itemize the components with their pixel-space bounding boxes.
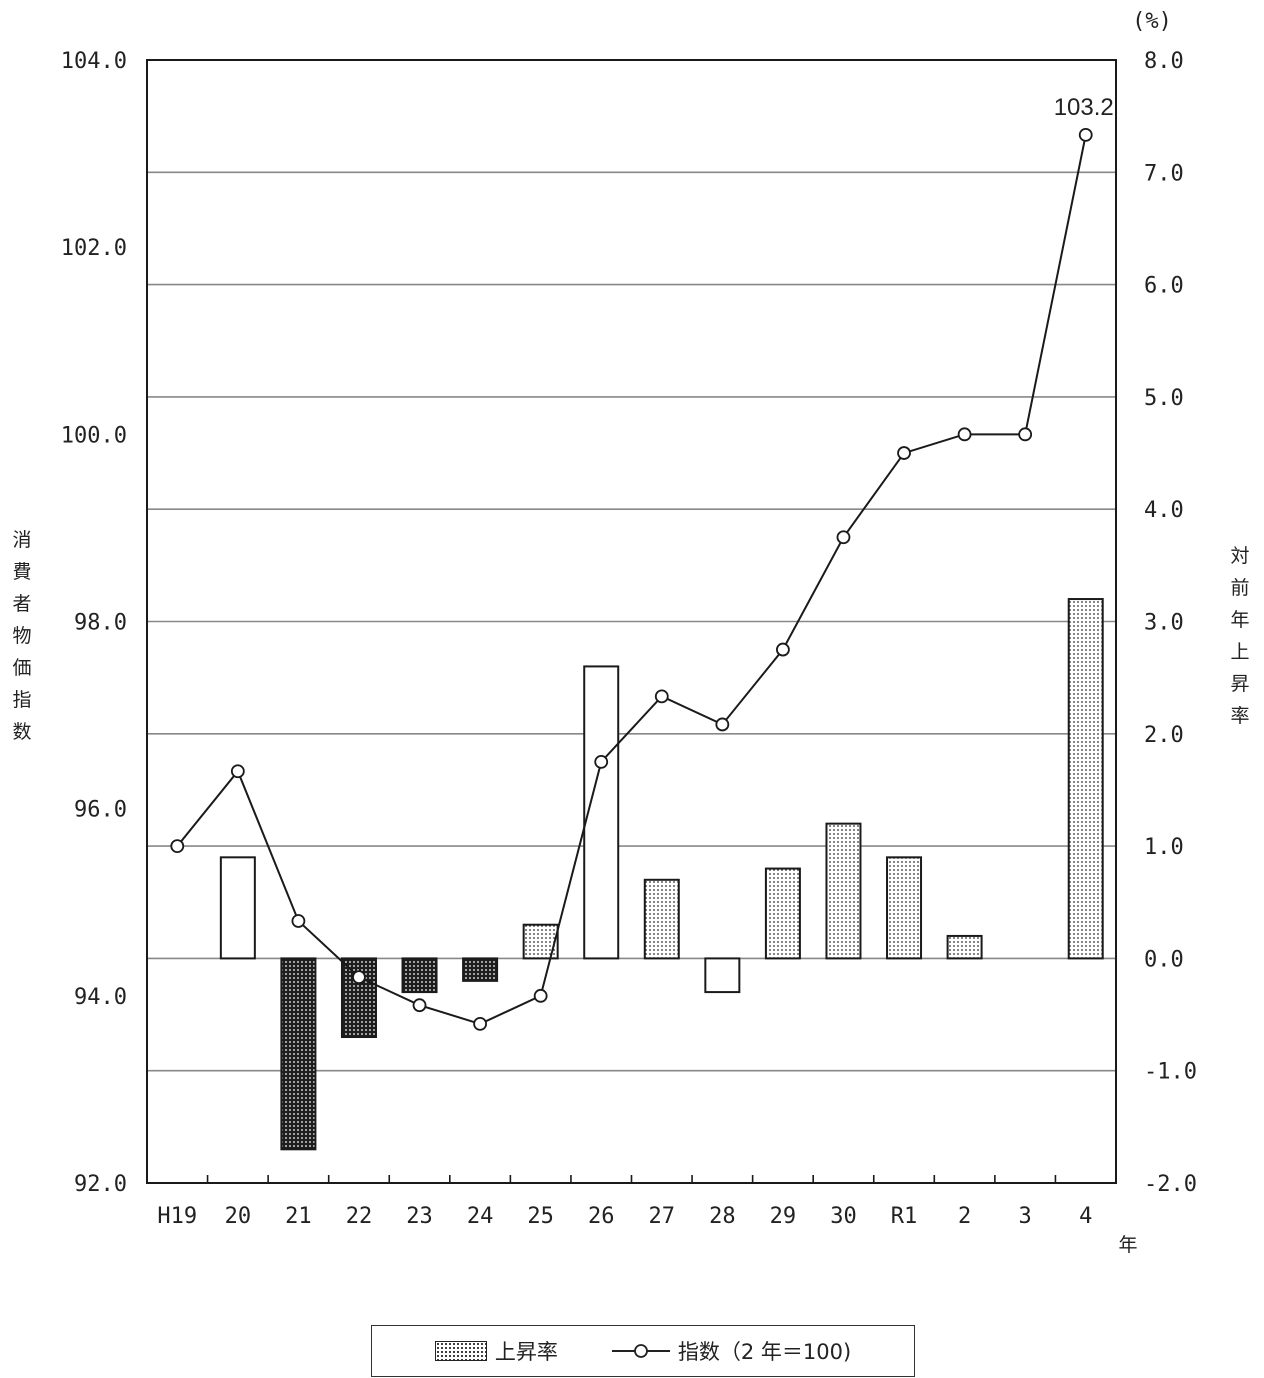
right-tick-label: 5.0 xyxy=(1144,386,1184,411)
right-axis-title-char: 昇 xyxy=(1230,673,1249,695)
x-tick-label: 29 xyxy=(770,1204,797,1229)
line-point xyxy=(291,914,306,928)
left-axis-title-char: 指 xyxy=(12,689,31,711)
right-tick-label: 7.0 xyxy=(1144,161,1184,186)
line-point xyxy=(957,427,972,442)
left-axis-title-char: 価 xyxy=(12,657,31,679)
left-axis-title-char: 数 xyxy=(12,721,31,743)
legend-label-rate: 上昇率 xyxy=(494,1340,558,1364)
legend-label-index: 指数（2 年＝100) xyxy=(677,1340,852,1364)
right-tick-label: 4.0 xyxy=(1144,498,1184,523)
right-axis-unit: (%) xyxy=(1132,9,1172,34)
right-tick-label: 0.0 xyxy=(1144,947,1184,972)
bar xyxy=(886,856,923,960)
right-axis-title-char: 対 xyxy=(1230,545,1249,567)
right-tick-label: 1.0 xyxy=(1144,835,1184,860)
x-tick-label: 20 xyxy=(225,1204,252,1229)
axes xyxy=(146,59,1117,1184)
line-point xyxy=(897,446,911,460)
left-axis-title-char: 消 xyxy=(12,529,31,551)
bar xyxy=(946,934,983,960)
line-point xyxy=(412,998,427,1013)
x-tick-label: 28 xyxy=(709,1204,736,1229)
left-tick-label: 104.0 xyxy=(61,49,127,74)
left-tick-label: 92.0 xyxy=(74,1172,127,1197)
line-point xyxy=(1078,127,1093,142)
x-tick-label: H19 xyxy=(157,1204,197,1229)
combo-chart: 103.2 92.0 94.0 96.0 98.0 100.0 102.0 104.0 -2.0… xyxy=(12,9,1249,1256)
x-tick-label: 3 xyxy=(1019,1204,1032,1229)
left-tick-label: 94.0 xyxy=(74,985,127,1010)
x-tick-label: 21 xyxy=(285,1204,312,1229)
right-tick-label: 2.0 xyxy=(1144,723,1184,748)
x-tick-label: 22 xyxy=(346,1204,373,1229)
left-tick-label: 96.0 xyxy=(74,798,127,823)
bar xyxy=(583,665,620,960)
right-axis-title-char: 率 xyxy=(1230,705,1249,727)
line-point xyxy=(836,530,851,545)
bar-series xyxy=(219,598,1104,1151)
bar xyxy=(280,957,317,1151)
legend-item-rate: 上昇率 xyxy=(434,1336,558,1366)
bar xyxy=(1067,598,1104,960)
x-tick-label: 23 xyxy=(406,1204,433,1229)
right-axis-title-char: 上 xyxy=(1230,641,1249,663)
line-point xyxy=(473,1017,487,1031)
legend: 上昇率 指数（2 年＝100) xyxy=(371,1325,915,1377)
line-point xyxy=(533,988,548,1003)
line-point xyxy=(715,717,730,732)
line-marker-swatch-icon xyxy=(611,1344,670,1358)
bar xyxy=(704,957,741,994)
bar xyxy=(401,957,438,994)
right-tick-label: 3.0 xyxy=(1144,611,1184,636)
axis-labels: 103.2 92.0 94.0 96.0 98.0 100.0 102.0 104.0 -2.0… xyxy=(12,9,1249,1256)
line-point xyxy=(230,764,245,779)
right-tick-label: 8.0 xyxy=(1144,49,1184,74)
x-tick-label: 30 xyxy=(830,1204,857,1229)
line-point xyxy=(1018,427,1033,442)
data-label: 103.2 xyxy=(1054,94,1114,121)
bar xyxy=(825,822,862,960)
left-axis-title-char: 物 xyxy=(12,625,31,647)
bar xyxy=(764,867,801,960)
right-tick-label: -1.0 xyxy=(1144,1060,1197,1085)
bar xyxy=(219,856,256,960)
left-tick-label: 102.0 xyxy=(61,236,127,261)
left-axis-title-char: 者 xyxy=(12,593,31,615)
line-point xyxy=(170,839,185,853)
bar xyxy=(643,878,680,960)
right-tick-label: -2.0 xyxy=(1144,1172,1197,1197)
legend-item-index: 指数（2 年＝100) xyxy=(611,1336,852,1366)
x-tick-label: R1 xyxy=(891,1204,918,1229)
bar xyxy=(340,957,377,1039)
left-axis-title-char: 費 xyxy=(12,561,31,583)
x-tick-label: 25 xyxy=(527,1204,554,1229)
x-tick-label: 27 xyxy=(649,1204,676,1229)
x-tick-label: 4 xyxy=(1079,1204,1092,1229)
right-axis-title-char: 前 xyxy=(1230,577,1249,599)
line-point xyxy=(654,689,669,704)
line-point xyxy=(352,970,366,985)
line-point xyxy=(776,642,790,657)
dotted-bar-swatch-icon xyxy=(434,1341,487,1361)
right-axis-title-char: 年 xyxy=(1230,609,1249,631)
right-tick-label: 6.0 xyxy=(1144,274,1184,299)
x-axis-unit-label: 年 xyxy=(1118,1234,1137,1256)
x-tick-label: 24 xyxy=(467,1204,494,1229)
left-tick-label: 98.0 xyxy=(74,611,127,636)
line-series xyxy=(170,127,1093,1031)
line-point xyxy=(594,754,609,769)
bar xyxy=(462,957,499,982)
left-tick-label: 100.0 xyxy=(61,423,127,448)
x-tick-label: 26 xyxy=(588,1204,615,1229)
index-line xyxy=(176,134,1087,1025)
x-tick-label: 2 xyxy=(958,1204,971,1229)
